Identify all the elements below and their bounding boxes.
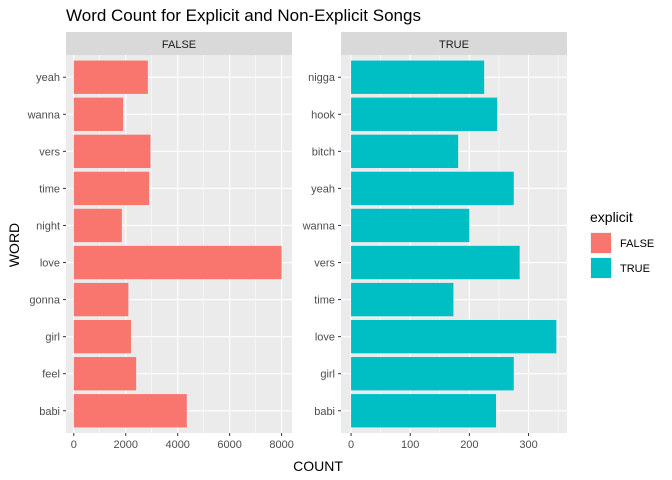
legend-key-true <box>591 258 611 278</box>
bar-yeah <box>351 171 514 206</box>
bar-babi <box>73 394 187 428</box>
y-tick-label: nigga <box>308 72 336 84</box>
y-tick-label: love <box>315 332 335 344</box>
y-tick-label: wanna <box>27 109 61 121</box>
panel-true: TRUE 0 100 200 300 nigga hook bitch yeah wanna ver… <box>302 32 567 451</box>
panel-false: FALSE 0 2000 4000 6000 8000 yeah wanna vers time n… <box>27 32 294 451</box>
bar-yeah <box>73 60 148 94</box>
legend-key-false <box>591 233 611 253</box>
bar-night <box>73 208 122 243</box>
bar-wanna <box>351 208 470 243</box>
y-tick-label: hook <box>311 109 335 121</box>
x-tick-label: 0 <box>348 439 354 451</box>
bar-love <box>351 319 557 354</box>
bar-love <box>73 245 282 280</box>
legend: explicit FALSE TRUE <box>590 209 654 279</box>
bar-gonna <box>73 282 129 317</box>
facet-strip-label: TRUE <box>439 39 469 51</box>
x-tick-label: 200 <box>460 439 478 451</box>
y-tick-label: girl <box>320 369 335 381</box>
chart-title: Word Count for Explicit and Non-Explicit… <box>66 6 421 25</box>
y-tick-label: babi <box>39 406 60 418</box>
y-tick-label: bitch <box>312 146 335 158</box>
y-tick-label: girl <box>45 332 60 344</box>
bar-girl <box>351 357 514 391</box>
y-tick-label: yeah <box>311 183 335 195</box>
y-tick-label: time <box>314 295 335 307</box>
legend-label: TRUE <box>620 263 650 275</box>
y-tick-label: love <box>40 258 60 270</box>
y-tick-label: babi <box>314 406 335 418</box>
bar-time <box>351 282 454 317</box>
legend-title: explicit <box>590 209 633 225</box>
x-tick-label: 8000 <box>269 439 293 451</box>
y-tick-label: feel <box>42 369 60 381</box>
bar-wanna <box>73 97 124 131</box>
y-tick-label: yeah <box>36 72 60 84</box>
facet-strip <box>341 32 567 55</box>
x-tick-label: 2000 <box>114 439 138 451</box>
x-axis-title: COUNT <box>293 458 343 474</box>
x-tick-label: 100 <box>401 439 419 451</box>
facet-strip <box>66 32 292 55</box>
y-tick-label: vers <box>314 258 335 270</box>
y-tick-label: wanna <box>302 220 336 232</box>
facet-strip-label: FALSE <box>162 39 196 51</box>
bar-nigga <box>351 60 485 94</box>
bar-babi <box>351 394 497 428</box>
x-tick-label: 300 <box>519 439 537 451</box>
bar-feel <box>73 357 137 391</box>
bar-vers <box>351 245 520 280</box>
y-tick-label: night <box>36 220 60 232</box>
x-tick-label: 0 <box>71 439 77 451</box>
bar-girl <box>73 319 131 354</box>
y-tick-label: time <box>39 183 60 195</box>
y-tick-label: vers <box>39 146 60 158</box>
x-tick-label: 6000 <box>217 439 241 451</box>
y-tick-label: gonna <box>29 295 60 307</box>
bar-hook <box>351 97 498 131</box>
bar-time <box>73 171 150 206</box>
x-tick-label: 4000 <box>165 439 189 451</box>
bar-bitch <box>351 134 459 169</box>
legend-label: FALSE <box>620 238 654 250</box>
y-axis-title: WORD <box>6 223 22 267</box>
bar-vers <box>73 134 151 169</box>
